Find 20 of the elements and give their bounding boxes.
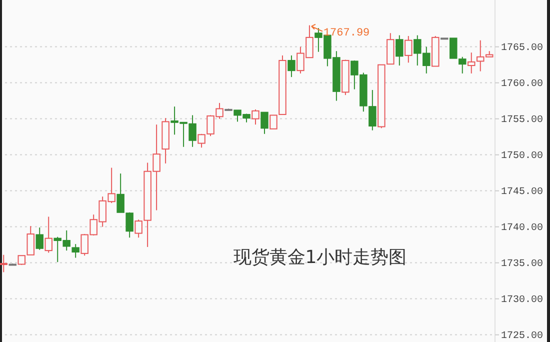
candlestick xyxy=(252,108,260,126)
y-tick-label: 1760.00 xyxy=(501,79,544,90)
y-tick-label: 1755.00 xyxy=(501,115,544,126)
candlestick xyxy=(288,54,296,78)
y-tick-label: 1735.00 xyxy=(501,259,544,270)
candlestick xyxy=(36,227,44,250)
y-tick-label: 1730.00 xyxy=(501,295,544,306)
candlestick xyxy=(468,52,476,74)
y-tick-label: 1740.00 xyxy=(501,223,544,234)
y-tick-label: 1725.00 xyxy=(501,331,544,342)
y-tick-label: 1745.00 xyxy=(501,187,544,198)
candlestick xyxy=(72,244,80,258)
candlestick xyxy=(44,216,52,254)
text: 现货黄金1小时走势图 xyxy=(233,247,407,268)
candlestick xyxy=(396,34,404,66)
candlestick xyxy=(404,36,412,64)
candlestick xyxy=(260,112,268,134)
y-tick-label: 1750.00 xyxy=(501,151,544,162)
annotation: 1767.99 xyxy=(323,27,370,40)
y-tick-label: 1765.00 xyxy=(501,43,544,54)
